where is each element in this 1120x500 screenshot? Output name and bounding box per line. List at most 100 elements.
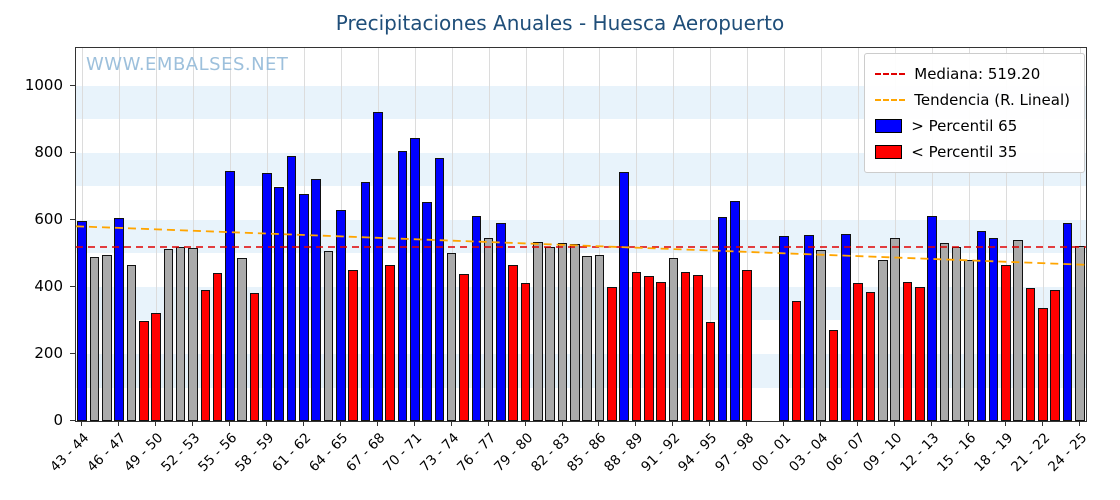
- bar: [668, 257, 679, 421]
- bar: [693, 274, 703, 421]
- bar: [1025, 288, 1036, 421]
- bar: [656, 281, 666, 421]
- bar: [397, 150, 408, 421]
- trend-line-swatch: [875, 99, 906, 101]
- legend-item-p35: < Percentil 35: [875, 139, 1070, 165]
- vertical-gridline: [968, 48, 970, 421]
- y-tick-mark: [70, 151, 75, 153]
- bar: [175, 246, 186, 421]
- bar: [828, 330, 839, 421]
- bar: [249, 293, 260, 421]
- vertical-gridline: [673, 48, 675, 421]
- legend-trend-label: Tendencia (R. Lineal): [914, 91, 1070, 109]
- bar: [77, 220, 87, 421]
- bar: [323, 251, 334, 421]
- bar: [619, 171, 629, 421]
- bar: [865, 291, 876, 421]
- bar: [446, 253, 457, 421]
- p65-color-swatch: [875, 119, 903, 133]
- legend-p65-label: > Percentil 65: [911, 117, 1018, 135]
- bar: [533, 241, 543, 421]
- x-tick-mark: [118, 421, 120, 426]
- bar: [188, 248, 198, 421]
- bar: [508, 264, 519, 421]
- bar: [434, 157, 445, 421]
- x-tick-mark: [487, 421, 489, 426]
- bar: [311, 179, 321, 421]
- y-tick-mark: [70, 420, 75, 421]
- bar: [779, 236, 790, 421]
- bar: [841, 234, 851, 421]
- bar: [1013, 239, 1024, 421]
- vertical-gridline: [525, 48, 527, 421]
- bar: [1038, 308, 1048, 421]
- y-axis-labels: 0 200 400 600 800 1000: [0, 47, 75, 429]
- bar: [163, 249, 174, 421]
- background-band: [76, 219, 1086, 254]
- x-axis-labels: 43 - 44 46 - 47 49 - 50 52 - 53 55 - 56 58 - …: [47, 421, 1090, 499]
- x-tick-mark: [672, 421, 674, 426]
- bar: [114, 218, 124, 421]
- y-tick-mark: [70, 352, 75, 354]
- vertical-gridline: [193, 48, 194, 421]
- p35-color-swatch: [875, 145, 903, 159]
- bar: [976, 231, 987, 421]
- x-tick-mark: [81, 421, 83, 426]
- bar: [1050, 290, 1060, 421]
- bar: [927, 216, 937, 421]
- y-tick-label: 600: [34, 209, 63, 228]
- bar: [225, 171, 235, 421]
- watermark: WWW.EMBALSES.NET: [86, 54, 289, 75]
- x-tick-mark: [598, 421, 600, 426]
- x-tick-mark: [1078, 421, 1080, 426]
- y-tick-label: 1000: [24, 75, 63, 94]
- legend-median-label: Mediana: 519.20: [914, 65, 1041, 83]
- bar: [471, 215, 482, 421]
- chart-legend: Mediana: 519.20 Tendencia (R. Lineal) > …: [864, 53, 1085, 173]
- vertical-gridline: [747, 48, 749, 421]
- x-tick-mark: [155, 421, 157, 426]
- bar: [409, 138, 420, 421]
- bar: [582, 256, 592, 421]
- bar: [348, 269, 358, 421]
- bar: [742, 270, 753, 421]
- legend-item-p65: > Percentil 65: [875, 113, 1070, 139]
- x-tick-mark: [1041, 421, 1043, 426]
- vertical-gridline: [1079, 48, 1081, 421]
- legend-p35-label: < Percentil 35: [911, 143, 1018, 161]
- vertical-gridline: [710, 48, 712, 421]
- y-tick-label: 0: [53, 411, 63, 429]
- bar: [914, 286, 925, 421]
- bar: [791, 300, 802, 421]
- x-tick-mark: [265, 421, 267, 426]
- bar: [816, 250, 826, 421]
- bar: [496, 223, 506, 421]
- vertical-gridline: [562, 48, 564, 421]
- median-line-swatch: [875, 73, 906, 75]
- bar: [594, 254, 605, 421]
- bar: [385, 265, 395, 421]
- bar: [286, 155, 297, 421]
- bar: [274, 186, 285, 421]
- bar: [717, 216, 728, 421]
- y-tick-label: 800: [34, 142, 63, 161]
- reference-lines: [76, 225, 1086, 266]
- x-tick-mark: [709, 421, 711, 426]
- vertical-gridline: [858, 48, 860, 421]
- bar: [643, 275, 654, 421]
- bar: [877, 260, 888, 421]
- vertical-gridline: [599, 48, 601, 421]
- bar: [237, 258, 248, 421]
- y-tick-mark: [70, 285, 75, 287]
- x-tick-mark: [1004, 421, 1006, 426]
- x-tick-mark: [635, 421, 637, 426]
- vertical-gridline: [784, 48, 786, 421]
- bar: [988, 237, 999, 421]
- bar: [126, 264, 137, 421]
- bar: [557, 242, 568, 421]
- x-tick-mark: [302, 421, 304, 426]
- legend-item-trend: Tendencia (R. Lineal): [875, 87, 1070, 113]
- bar: [1001, 264, 1011, 421]
- vertical-gridline: [1042, 48, 1044, 421]
